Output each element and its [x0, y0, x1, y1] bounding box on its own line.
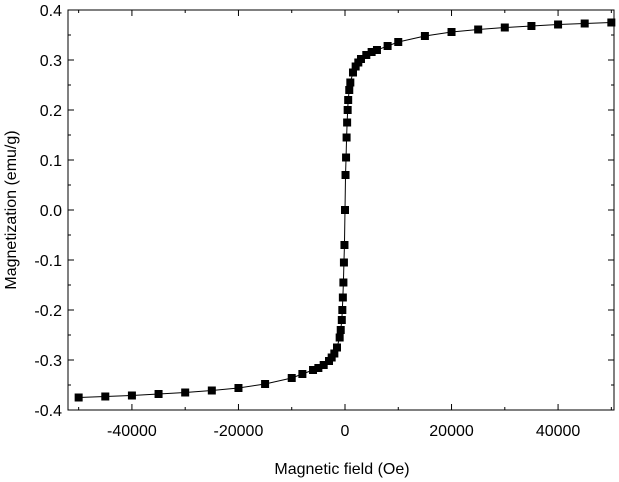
y-tick-label: 0.4: [40, 3, 62, 20]
data-point-marker: [154, 390, 163, 398]
data-point-marker: [330, 349, 339, 358]
data-point-marker: [207, 386, 216, 395]
data-point-marker: [580, 19, 589, 28]
data-point-marker: [367, 48, 376, 56]
data-point-marker: [74, 393, 83, 402]
data-point-marker: [527, 22, 536, 30]
y-tick-label: 0.2: [40, 103, 62, 120]
data-point-marker: [346, 78, 355, 87]
y-tick-label: -0.2: [34, 303, 62, 320]
data-point-marker: [181, 388, 190, 397]
data-point-marker: [338, 306, 347, 314]
data-point-marker: [298, 370, 307, 378]
data-point-marker: [394, 38, 403, 46]
data-point-marker: [261, 380, 270, 388]
data-point-marker: [342, 153, 351, 162]
x-tick-label: -20000: [214, 423, 264, 440]
data-point-marker: [344, 96, 353, 104]
data-point-marker: [337, 316, 346, 324]
data-point-marker: [447, 28, 456, 36]
y-tick-label: -0.4: [34, 403, 62, 420]
y-tick-label: 0.0: [40, 203, 62, 220]
data-point-marker: [348, 68, 357, 77]
x-tick-label: 0: [341, 423, 350, 440]
ticks: -40000 -20000 0 20000 40000 -0.4 -0.3 -0.2 -0.1 0…: [34, 3, 614, 440]
y-tick-label: -0.1: [34, 253, 62, 270]
x-tick-label: 40000: [536, 423, 581, 440]
data-point-marker: [420, 32, 429, 40]
data-point-marker: [340, 241, 349, 249]
y-axis-title: Magnetization (emu/g): [3, 130, 20, 289]
data-point-marker: [343, 118, 352, 127]
data-point-marker: [339, 258, 348, 267]
data-point-marker: [314, 364, 323, 372]
data-point-marker: [234, 384, 243, 392]
data-series: [74, 18, 616, 402]
x-tick-label: -40000: [107, 423, 157, 440]
data-point-marker: [372, 46, 381, 54]
axis-titles: Magnetic field (Oe) Magnetization (emu/g…: [3, 130, 410, 478]
data-point-marker: [383, 42, 392, 50]
data-point-marker: [474, 25, 483, 34]
x-tick-label: 20000: [429, 423, 474, 440]
data-point-marker: [309, 366, 318, 374]
data-point-marker: [362, 51, 371, 59]
data-point-marker: [287, 374, 296, 382]
y-tick-label: -0.3: [34, 353, 62, 370]
x-axis-title: Magnetic field (Oe): [274, 461, 409, 478]
data-point-marker: [101, 392, 110, 401]
data-point-marker: [335, 333, 344, 342]
data-point-marker: [607, 18, 616, 27]
data-point-marker: [341, 206, 349, 214]
data-point-marker: [341, 171, 350, 179]
data-point-marker: [127, 391, 136, 400]
data-point-marker: [343, 106, 352, 114]
data-point-marker: [345, 86, 354, 94]
data-point-marker: [339, 278, 348, 287]
data-point-marker: [356, 55, 365, 63]
data-point-marker: [319, 361, 328, 369]
data-point-marker: [338, 293, 347, 302]
y-tick-label: 0.3: [40, 53, 62, 70]
data-point-marker: [554, 20, 563, 29]
data-point-marker: [342, 133, 351, 142]
data-point-marker: [333, 343, 341, 352]
y-tick-label: 0.1: [40, 153, 62, 170]
data-point-marker: [500, 23, 509, 32]
data-point-marker: [336, 326, 345, 334]
